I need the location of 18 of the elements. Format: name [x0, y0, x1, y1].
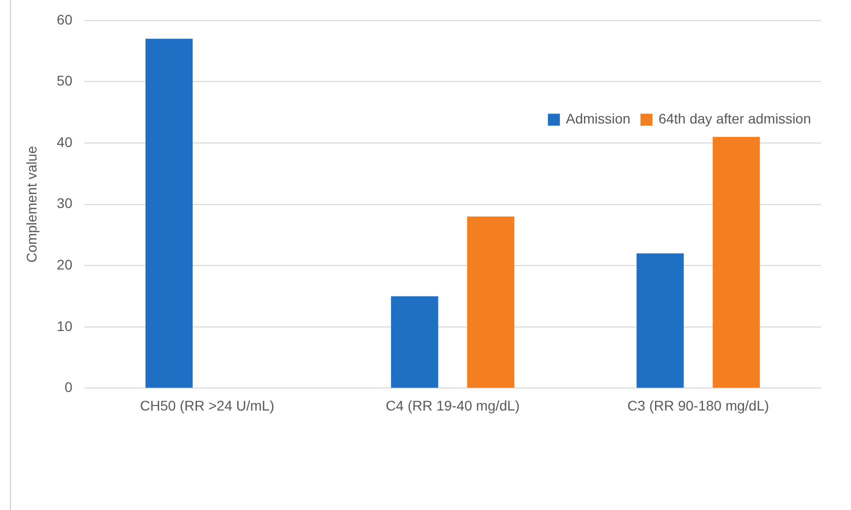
bar: [636, 253, 684, 388]
bar: [467, 216, 514, 388]
y-tick-label: 50: [56, 72, 73, 89]
x-tick-label: C4 (RR 19-40 mg/dL): [386, 397, 520, 414]
y-tick-label: 0: [64, 379, 73, 396]
y-tick-label: 10: [56, 318, 73, 334]
y-tick-label: 60: [56, 11, 73, 28]
x-tick-label: C3 (RR 90-180 mg/dL): [627, 397, 770, 414]
y-tick-label: 40: [56, 134, 73, 150]
legend-label: Admission: [566, 110, 630, 127]
legend-label: 64th day after admission: [658, 110, 811, 127]
y-axis-title: Complement value: [23, 146, 40, 263]
bar: [145, 38, 193, 388]
x-tick-label: CH50 (RR >24 U/mL): [140, 397, 274, 414]
bar: [712, 136, 760, 388]
y-tick-label: 30: [56, 195, 73, 212]
bar: [391, 296, 438, 388]
y-tick-label: 20: [56, 256, 73, 272]
